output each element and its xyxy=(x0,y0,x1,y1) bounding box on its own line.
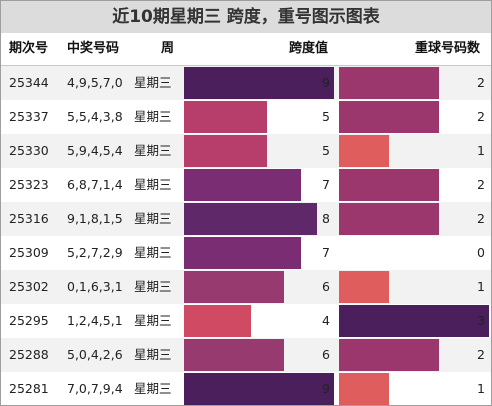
issue-cell: 25316 xyxy=(9,211,49,226)
weekday-cell: 星期三 xyxy=(134,75,172,90)
span-value: 6 xyxy=(322,347,330,362)
issue-cell: 25309 xyxy=(9,245,49,260)
issue-cell: 25344 xyxy=(9,75,49,90)
repeat-bar xyxy=(339,169,439,201)
table-row: 25302 0,1,6,3,1 星期三 6 1 xyxy=(1,270,491,304)
numbers-cell: 0,1,6,3,1 xyxy=(67,279,123,294)
weekday-cell: 星期三 xyxy=(134,211,172,226)
span-bar xyxy=(184,169,301,201)
span-bar xyxy=(184,305,251,337)
span-value: 5 xyxy=(322,143,330,158)
numbers-cell: 9,1,8,1,5 xyxy=(67,211,123,226)
table-row: 25316 9,1,8,1,5 星期三 8 2 xyxy=(1,202,491,236)
repeat-value: 3 xyxy=(477,313,485,328)
span-bar xyxy=(184,237,301,269)
numbers-cell: 5,2,7,2,9 xyxy=(67,245,123,260)
weekday-cell: 星期三 xyxy=(134,143,172,158)
span-bar xyxy=(184,339,284,371)
weekday-cell: 星期三 xyxy=(134,279,172,294)
issue-cell: 25302 xyxy=(9,279,49,294)
table-row: 25330 5,9,4,5,4 星期三 5 1 xyxy=(1,134,491,168)
repeat-bar xyxy=(339,203,439,235)
span-value: 7 xyxy=(322,245,330,260)
repeat-bar xyxy=(339,373,389,405)
span-bar xyxy=(184,101,267,133)
table-row: 25309 5,2,7,2,9 星期三 7 0 xyxy=(1,236,491,270)
issue-cell: 25337 xyxy=(9,109,49,124)
header-numbers: 中奖号码 xyxy=(67,41,120,56)
repeat-bar xyxy=(339,101,439,133)
repeat-value: 2 xyxy=(477,177,485,192)
issue-cell: 25330 xyxy=(9,143,49,158)
table-body: 25344 4,9,5,7,0 星期三 9 2 25337 5,5,4,3,8 星期三 5 2 25… xyxy=(1,66,491,406)
repeat-value: 2 xyxy=(477,109,485,124)
weekday-cell: 星期三 xyxy=(134,381,172,396)
repeat-bar xyxy=(339,271,389,303)
numbers-cell: 5,0,4,2,6 xyxy=(67,347,123,362)
header-span: 跨度值 xyxy=(289,41,329,56)
header-repeat: 重球号码数 xyxy=(415,41,481,56)
header-weekday: 周 xyxy=(161,41,175,56)
span-value: 6 xyxy=(322,279,330,294)
repeat-value: 1 xyxy=(477,381,485,396)
header-issue: 期次号 xyxy=(9,41,49,56)
weekday-cell: 星期三 xyxy=(134,313,172,328)
table-row: 25295 1,2,4,5,1 星期三 4 3 xyxy=(1,304,491,338)
repeat-value: 1 xyxy=(477,279,485,294)
table-header: 期次号 中奖号码 周 跨度值 重球号码数 xyxy=(1,33,491,66)
repeat-bar xyxy=(339,305,489,337)
issue-cell: 25323 xyxy=(9,177,49,192)
issue-cell: 25295 xyxy=(9,313,49,328)
repeat-value: 2 xyxy=(477,75,485,90)
numbers-cell: 7,0,7,9,4 xyxy=(67,381,123,396)
table-row: 25323 6,8,7,1,4 星期三 7 2 xyxy=(1,168,491,202)
issue-cell: 25281 xyxy=(9,381,49,396)
span-value: 7 xyxy=(322,177,330,192)
table-row: 25288 5,0,4,2,6 星期三 6 2 xyxy=(1,338,491,372)
span-bar xyxy=(184,271,284,303)
repeat-value: 1 xyxy=(477,143,485,158)
numbers-cell: 5,9,4,5,4 xyxy=(67,143,123,158)
repeat-value: 0 xyxy=(477,245,485,260)
span-bar xyxy=(184,373,334,405)
span-value: 4 xyxy=(322,313,330,328)
span-bar xyxy=(184,67,334,99)
table-row: 25344 4,9,5,7,0 星期三 9 2 xyxy=(1,66,491,100)
repeat-bar xyxy=(339,339,439,371)
span-value: 9 xyxy=(322,75,330,90)
table-row: 25337 5,5,4,3,8 星期三 5 2 xyxy=(1,100,491,134)
weekday-cell: 星期三 xyxy=(134,109,172,124)
repeat-bar xyxy=(339,67,439,99)
span-bar xyxy=(184,203,317,235)
page-title: 近10期星期三 跨度，重号图示图表 xyxy=(1,1,491,33)
span-value: 9 xyxy=(322,381,330,396)
numbers-cell: 1,2,4,5,1 xyxy=(67,313,123,328)
issue-cell: 25288 xyxy=(9,347,49,362)
repeat-bar xyxy=(339,135,389,167)
weekday-cell: 星期三 xyxy=(134,245,172,260)
numbers-cell: 5,5,4,3,8 xyxy=(67,109,123,124)
weekday-cell: 星期三 xyxy=(134,347,172,362)
repeat-value: 2 xyxy=(477,211,485,226)
weekday-cell: 星期三 xyxy=(134,177,172,192)
span-value: 5 xyxy=(322,109,330,124)
numbers-cell: 4,9,5,7,0 xyxy=(67,75,123,90)
span-bar xyxy=(184,135,267,167)
numbers-cell: 6,8,7,1,4 xyxy=(67,177,123,192)
table-row: 25281 7,0,7,9,4 星期三 9 1 xyxy=(1,372,491,406)
span-value: 8 xyxy=(322,211,330,226)
repeat-value: 2 xyxy=(477,347,485,362)
